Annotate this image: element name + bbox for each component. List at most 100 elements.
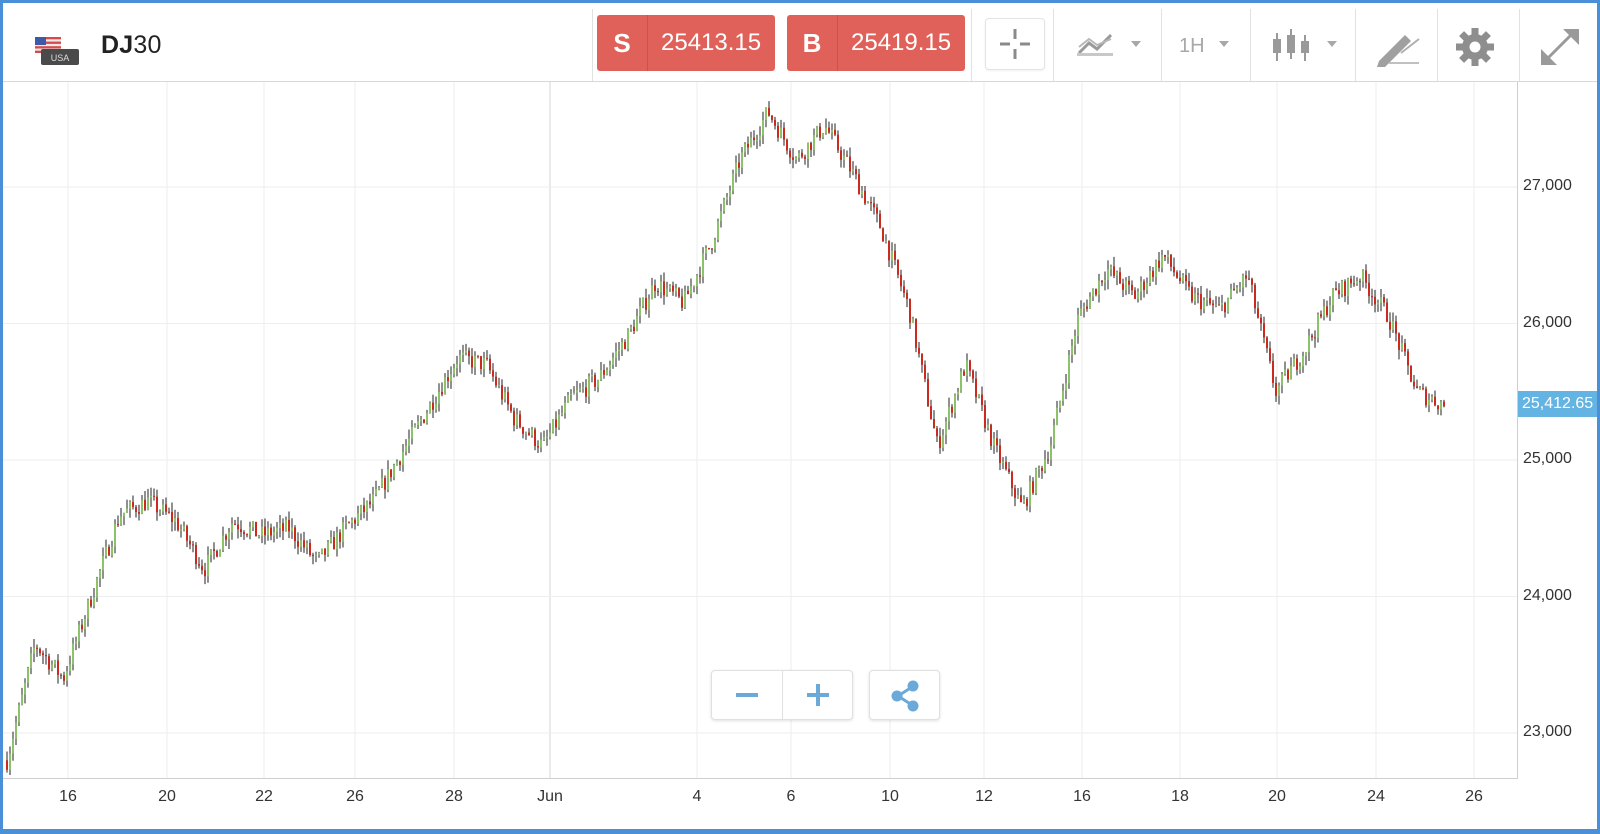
crosshair-button[interactable] [985,18,1045,70]
candle-up [945,421,947,435]
candle-up [462,352,464,355]
candle-down [1434,396,1436,406]
candle-down [1131,284,1133,291]
candle-down [738,162,740,168]
sell-button[interactable]: S 25413.15 [597,15,775,71]
candle-down [246,534,248,536]
divider [1437,9,1438,81]
candle-up [105,546,107,557]
candle-down [1245,275,1247,279]
candle-down [1251,278,1253,285]
candle-up [723,199,725,212]
chart-plot-area[interactable] [3,82,1517,778]
x-axis-line [3,778,1517,779]
candle-down [786,139,788,151]
candle-up [504,392,506,400]
candle-up [1092,288,1094,297]
indicators-button[interactable] [1059,9,1157,81]
candle-up [1068,354,1070,384]
candle-up [525,432,527,434]
candle-down [1296,358,1298,370]
candle-up [1065,383,1067,391]
candle-up [1290,366,1292,380]
candle-up [1044,459,1046,471]
x-tick-label: 26 [346,788,364,805]
candle-down [6,760,8,770]
candle-up [741,152,743,168]
plus-icon [807,684,829,706]
candle-down [828,127,830,133]
candle-down [48,656,50,670]
timeframe-dropdown[interactable]: 1H [1167,9,1247,81]
chart-type-button[interactable] [1257,9,1353,81]
candle-down [645,298,647,310]
candle-down [1113,266,1115,276]
buy-button[interactable]: B 25419.15 [787,15,965,71]
candle-down [1344,281,1346,297]
zoom-in-button[interactable] [783,671,853,719]
candle-up [552,419,554,433]
candle-up [978,394,980,398]
candle-down [1185,275,1187,282]
candle-up [96,578,98,598]
candle-up [1035,468,1037,493]
candle-down [1311,335,1313,338]
buy-label: B [787,15,838,71]
candle-down [1152,270,1154,278]
candle-up [717,220,719,240]
sell-price: 25413.15 [661,29,762,56]
candle-down [1122,283,1124,290]
candle-up [1332,288,1334,306]
zoom-out-button[interactable] [712,671,782,719]
candle-up [435,403,437,410]
candle-down [363,505,365,512]
fullscreen-button[interactable] [1525,9,1597,81]
candle-down [663,281,665,296]
candle-down [399,461,401,465]
candle-up [351,519,353,523]
candle-up [357,513,359,524]
candle-up [276,527,278,532]
candle-down [297,541,299,547]
candle-up [735,162,737,174]
candle-down [1188,281,1190,287]
price-chart[interactable] [3,82,1517,778]
candle-up [867,202,869,204]
candle-up [573,392,575,395]
x-tick-label: 22 [255,788,273,805]
candle-up [330,537,332,542]
candle-up [372,494,374,505]
candle-down [486,357,488,359]
candle-down [930,406,932,420]
candle-down [339,532,341,542]
candle-up [1203,300,1205,310]
candle-down [657,290,659,293]
candle-down [672,285,674,292]
settings-button[interactable] [1443,9,1519,81]
candle-up [1062,390,1064,402]
candle-down [384,478,386,490]
candle-down [1371,296,1373,298]
expand-icon [1541,29,1579,65]
y-tick-label: 25,000 [1523,450,1572,467]
drawing-tools-button[interactable] [1361,9,1437,81]
share-button[interactable] [869,670,940,720]
candle-up [948,406,950,422]
candle-down [654,285,656,291]
divider [1053,9,1054,81]
candle-up [813,135,815,151]
candle-up [123,512,125,517]
flag-label: USA [51,53,70,63]
candle-down [879,213,881,229]
divider [1161,9,1162,81]
x-tick-label: 4 [692,788,702,805]
candle-down [303,540,305,548]
candle-up [465,350,467,353]
candle-up [765,107,767,120]
candle-up [210,549,212,556]
candle-up [1080,308,1082,315]
y-tick-label: 26,000 [1523,313,1572,331]
candle-down [144,499,146,510]
candle-down [1320,314,1322,317]
candle-down [1263,323,1265,338]
